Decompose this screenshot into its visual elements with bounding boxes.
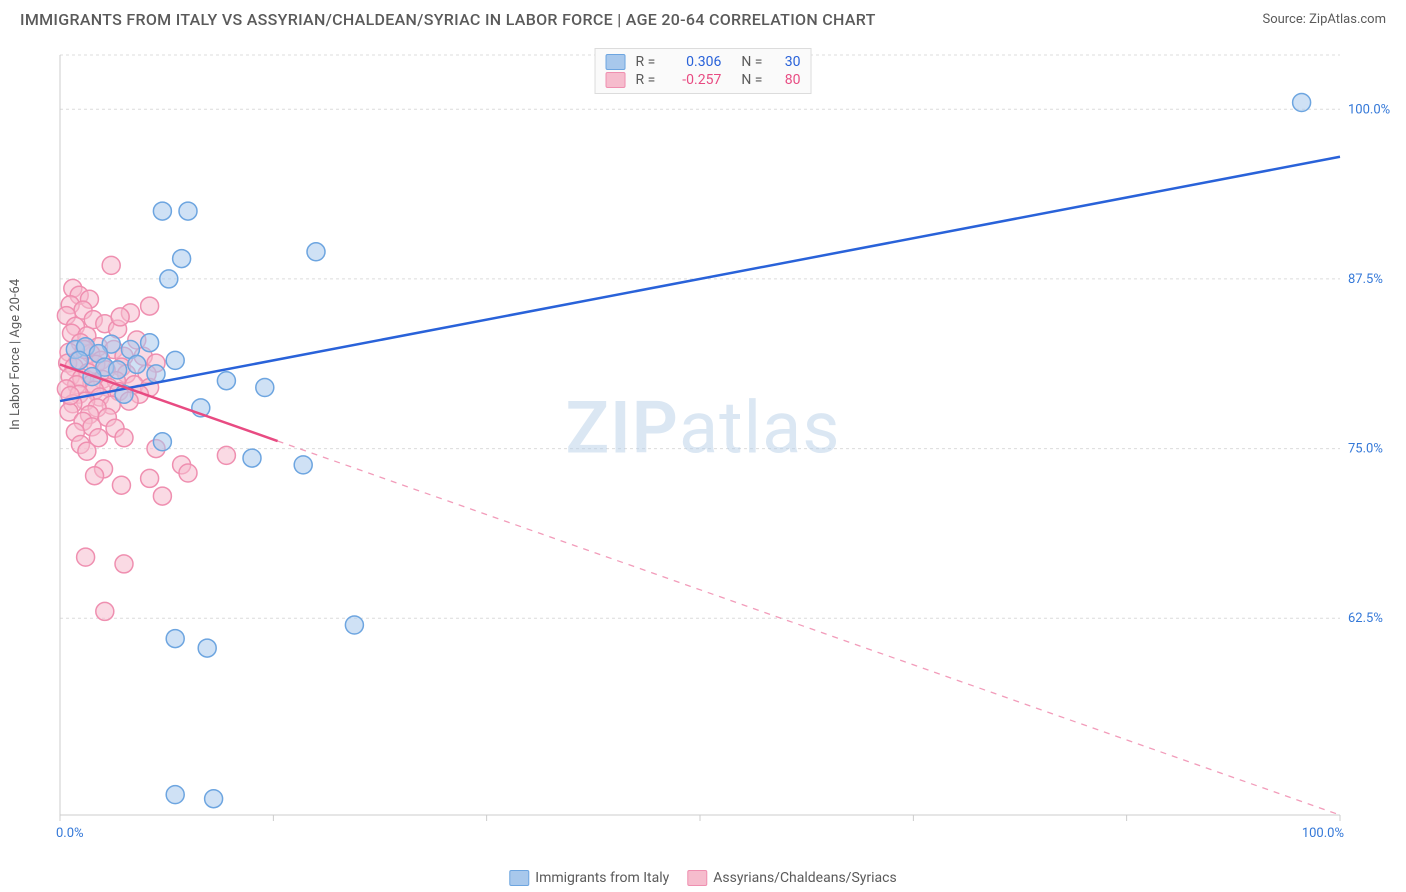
scatter-point — [141, 297, 159, 315]
scatter-point — [102, 256, 120, 274]
scatter-point — [217, 372, 235, 390]
scatter-point — [128, 355, 146, 373]
chart-source: Source: ZipAtlas.com — [1262, 12, 1386, 27]
scatter-point — [1293, 94, 1311, 112]
svg-text:62.5%: 62.5% — [1348, 611, 1383, 626]
scatter-point — [112, 476, 130, 494]
scatter-point — [115, 555, 133, 573]
scatter-point — [166, 786, 184, 804]
scatter-point — [179, 464, 197, 482]
n-value: 80 — [772, 72, 800, 88]
legend-swatch — [687, 870, 707, 886]
r-label: R = — [636, 72, 656, 88]
scatter-point — [166, 630, 184, 648]
scatter-point — [141, 334, 159, 352]
chart-header: IMMIGRANTS FROM ITALY VS ASSYRIAN/CHALDE… — [0, 0, 1406, 35]
y-axis-label: In Labor Force | Age 20-64 — [8, 279, 23, 430]
r-value: -0.257 — [665, 72, 721, 88]
trend-line-dashed — [278, 441, 1340, 815]
svg-text:75.0%: 75.0% — [1348, 442, 1383, 457]
scatter-point — [166, 351, 184, 369]
svg-text:0.0%: 0.0% — [56, 826, 84, 841]
scatter-point — [78, 442, 96, 460]
r-value: 0.306 — [665, 54, 721, 70]
svg-text:100.0%: 100.0% — [1302, 826, 1344, 841]
scatter-point — [198, 639, 216, 657]
scatter-point — [217, 446, 235, 464]
scatter-point — [61, 387, 79, 405]
scatter-point — [243, 449, 261, 467]
legend-swatch — [606, 54, 626, 70]
scatter-point — [109, 361, 127, 379]
svg-text:100.0%: 100.0% — [1348, 102, 1390, 117]
r-label: R = — [636, 54, 656, 70]
scatter-point — [160, 270, 178, 288]
scatter-point — [111, 308, 129, 326]
legend-series-item: Immigrants from Italy — [509, 870, 669, 886]
scatter-point — [179, 202, 197, 220]
scatter-point — [173, 250, 191, 268]
scatter-point — [307, 243, 325, 261]
svg-text:87.5%: 87.5% — [1348, 272, 1383, 287]
legend-series-label: Assyrians/Chaldeans/Syriacs — [713, 870, 896, 886]
chart-container: 62.5% 75.0% 87.5% 100.0% 0.0% 100.0% — [50, 45, 1390, 845]
scatter-point — [153, 487, 171, 505]
scatter-point — [153, 433, 171, 451]
legend-series: Immigrants from Italy Assyrians/Chaldeans… — [509, 870, 896, 886]
legend-swatch — [606, 72, 626, 88]
legend-correlation-row: R = 0.306 N = 30 — [606, 53, 801, 71]
legend-correlation-row: R = -0.257 N = 80 — [606, 71, 801, 89]
n-label: N = — [741, 72, 762, 88]
scatter-point — [141, 469, 159, 487]
legend-series-label: Immigrants from Italy — [535, 870, 669, 886]
scatter-point — [77, 548, 95, 566]
scatter-point — [147, 365, 165, 383]
scatter-point — [345, 616, 363, 634]
scatter-point — [70, 351, 88, 369]
legend-correlation: R = 0.306 N = 30 R = -0.257 N = 80 — [595, 48, 812, 94]
scatter-point — [205, 790, 223, 808]
scatter-point — [256, 379, 274, 397]
n-value: 30 — [772, 54, 800, 70]
legend-swatch — [509, 870, 529, 886]
scatter-chart: 62.5% 75.0% 87.5% 100.0% 0.0% 100.0% — [50, 45, 1390, 845]
n-label: N = — [741, 54, 762, 70]
scatter-point — [96, 602, 114, 620]
scatter-point — [86, 467, 104, 485]
scatter-point — [115, 429, 133, 447]
scatter-point — [153, 202, 171, 220]
scatter-point — [294, 456, 312, 474]
chart-title: IMMIGRANTS FROM ITALY VS ASSYRIAN/CHALDE… — [20, 10, 876, 29]
legend-series-item: Assyrians/Chaldeans/Syriacs — [687, 870, 896, 886]
